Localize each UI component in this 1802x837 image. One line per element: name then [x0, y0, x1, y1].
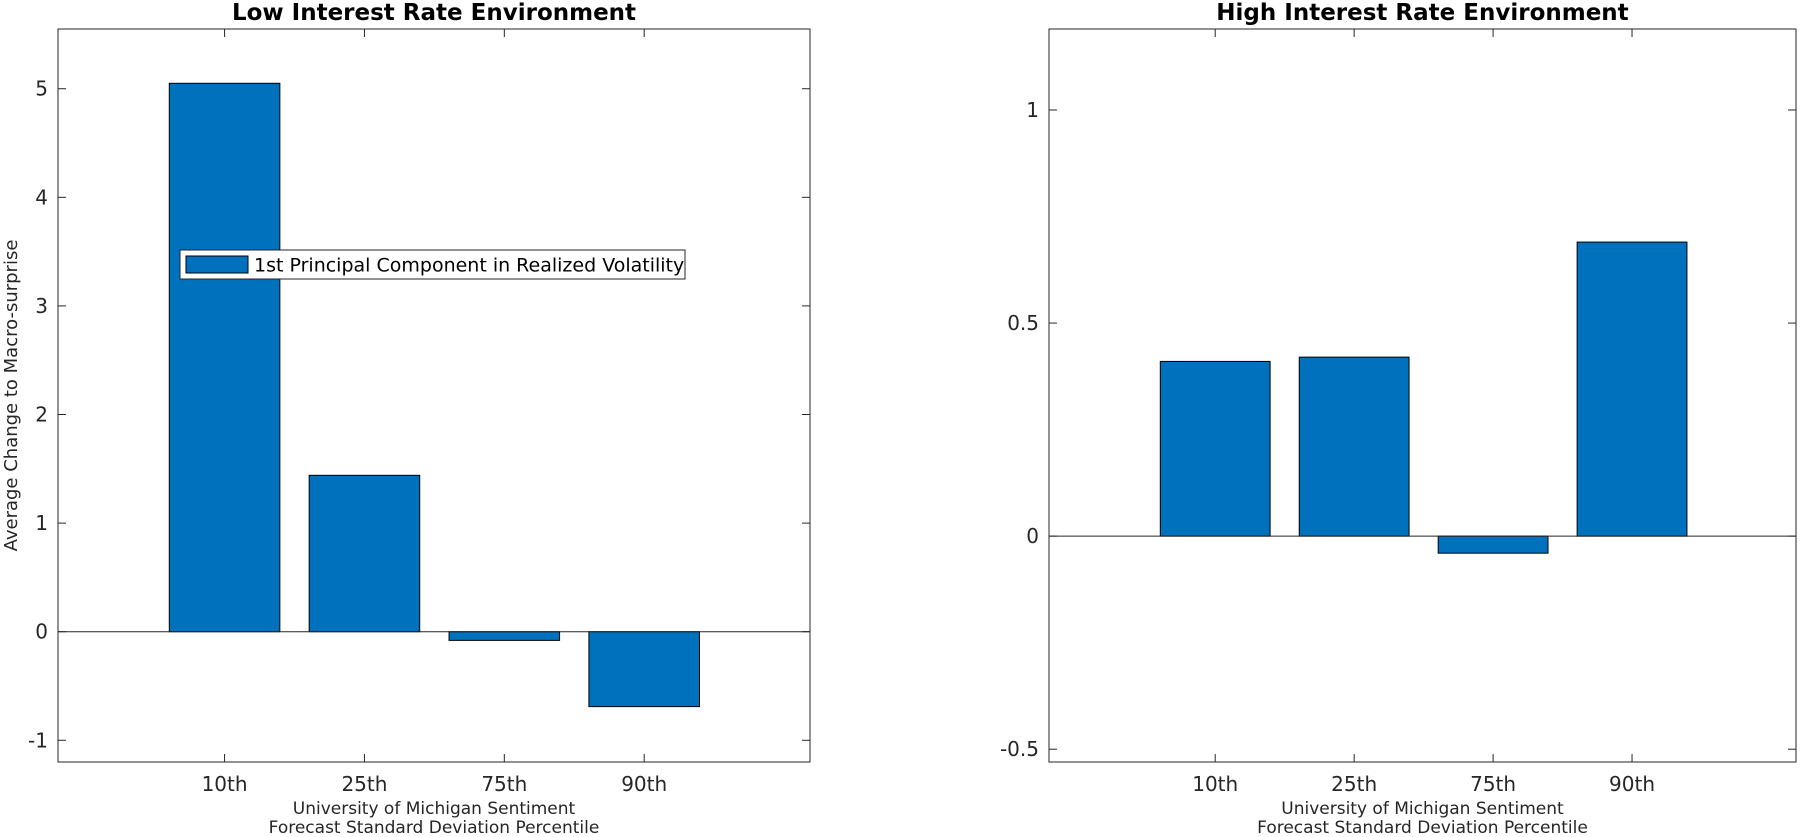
bar — [588, 631, 700, 708]
bar — [308, 474, 421, 633]
y-axis-label: Average Change to Macro-surprise — [1, 240, 22, 552]
x-tick-label: 90th — [1609, 772, 1655, 796]
y-tick-label: 3 — [35, 294, 48, 318]
x-tick-label: 90th — [621, 772, 667, 796]
legend-label: 1st Principal Component in Realized Vola… — [254, 255, 684, 277]
x-tick-label: 75th — [481, 772, 527, 796]
y-tick-label: -1 — [28, 728, 48, 752]
y-tick-label: 0.5 — [1007, 311, 1039, 335]
x-tick-label: 25th — [341, 772, 387, 796]
y-tick-label: 0 — [1026, 524, 1039, 548]
x-axis-label: Forecast Standard Deviation Percentile — [1257, 818, 1588, 837]
chart-title: Low Interest Rate Environment — [232, 0, 636, 26]
bar — [448, 631, 561, 641]
y-tick-label: -0.5 — [1000, 737, 1039, 761]
bar — [1437, 535, 1549, 554]
x-axis-label: University of Michigan Sentiment — [293, 799, 576, 819]
y-tick-label: 1 — [35, 511, 48, 535]
legend-box — [179, 249, 686, 280]
y-tick-label: 2 — [35, 403, 48, 427]
x-tick-label: 75th — [1470, 772, 1516, 796]
chart-panel-1: Low Interest Rate Environment -1 0 1 2 3 4 5 10t… — [1, 0, 811, 837]
bar — [1576, 241, 1688, 537]
chart-panel-2: High Interest Rate Environment -0.5 0 0.5 1 1… — [1000, 0, 1797, 837]
y-tick-label: 4 — [35, 185, 48, 209]
bar — [1159, 360, 1271, 537]
x-axis-label: Forecast Standard Deviation Percentile — [269, 818, 600, 837]
y-tick-label: 0 — [35, 620, 48, 644]
y-tick-label: 5 — [35, 77, 48, 101]
bar — [168, 82, 281, 633]
x-tick-label: 25th — [1331, 772, 1377, 796]
legend-swatch — [185, 255, 249, 274]
y-tick-label: 1 — [1026, 98, 1039, 122]
legend: 1st Principal Component in Realized Vola… — [179, 249, 686, 280]
x-tick-label: 10th — [202, 772, 248, 796]
x-tick-label: 10th — [1192, 772, 1238, 796]
chart-title: High Interest Rate Environment — [1216, 0, 1628, 26]
x-axis-label: University of Michigan Sentiment — [1281, 799, 1564, 819]
bar — [1298, 356, 1410, 537]
